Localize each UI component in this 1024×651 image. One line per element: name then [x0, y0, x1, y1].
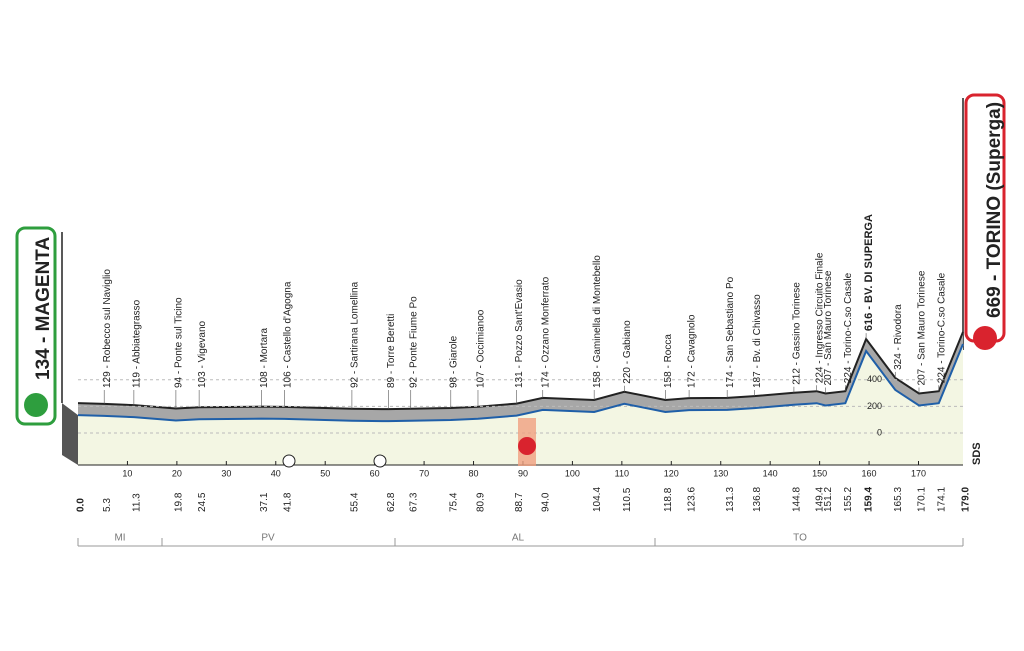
distance-label: 136.8: [752, 487, 763, 512]
level-crossing: [373, 454, 387, 468]
distance-label: 75.4: [448, 492, 459, 512]
x-tick-label: 20: [172, 468, 182, 478]
waypoint-label: 89 - Torre Beretti: [386, 314, 397, 388]
relief-side: [62, 403, 78, 465]
x-tick-label: 90: [518, 468, 528, 478]
province: AL: [512, 533, 525, 544]
finish-label: 669 - TORINO (Superga): [984, 102, 1005, 318]
distance-label: 155.2: [843, 487, 854, 512]
waypoint-label: 172 - Cavagnolo: [687, 314, 698, 388]
distance-label: 165.3: [893, 487, 904, 512]
distance-label: 118.8: [663, 487, 674, 512]
distance-label: 80.9: [476, 492, 487, 512]
waypoint-label: 158 - Gaminella di Montebello: [592, 255, 603, 388]
waypoint-label: 174 - Ozzano Monferrato: [540, 276, 551, 388]
waypoint-label: 174 - San Sebastiano Po: [725, 276, 736, 388]
distance-label: 144.8: [792, 487, 803, 512]
distance-label: 151.2: [823, 487, 834, 512]
distance-label: 170.1: [917, 487, 928, 512]
waypoint-label: 224 - Torino-C.so Casale: [936, 272, 947, 383]
x-tick-label: 40: [271, 468, 281, 478]
waypoint-label: 220 - Gabiano: [622, 320, 633, 384]
waypoint-label: 187 - Bv. di Chivasso: [752, 294, 763, 388]
distance-label: 94.0: [540, 492, 551, 512]
level-crossing: [282, 454, 296, 468]
x-tick-label: 130: [713, 468, 728, 478]
x-tick-label: 50: [320, 468, 330, 478]
ground-area: [78, 344, 963, 465]
finish-icon: [973, 326, 997, 350]
waypoint-label: 98 - Giarole: [448, 335, 459, 388]
waypoint-label: 158 - Rocca: [663, 334, 674, 388]
waypoint-label: 224 - Ingresso Circuito Finale: [814, 252, 825, 383]
x-tick-label: 10: [122, 468, 132, 478]
waypoint-label: 94 - Ponte sul Ticino: [174, 297, 185, 388]
distance-label: 24.5: [197, 492, 208, 512]
waypoint-label: 131 - Pozzo Sant'Evasio: [514, 279, 525, 388]
distance-label: 131.3: [725, 487, 736, 512]
x-tick-label: 70: [419, 468, 429, 478]
start-icon: [24, 393, 48, 417]
distance-label: 19.8: [174, 492, 185, 512]
waypoint-label: 324 - Rivodora: [893, 304, 904, 370]
y-tick-label: 200: [867, 401, 882, 411]
x-tick-label: 120: [664, 468, 679, 478]
plot: 0 200 400 10 20 30 40 50 60 70 80 90 100 110 120 130 140…: [62, 214, 972, 512]
distance-label: 110.5: [622, 487, 633, 512]
y-tick-label: 400: [867, 374, 882, 384]
x-tick-label: 100: [565, 468, 580, 478]
distance-label: 179.0: [961, 487, 972, 512]
distance-label: 62.8: [386, 492, 397, 512]
waypoint-label: 207 - San Mauro Torinese: [823, 270, 834, 385]
x-tick-label: 150: [812, 468, 827, 478]
profile-line: [77, 343, 964, 423]
x-tick-label: 80: [469, 468, 479, 478]
distance-label: 88.7: [514, 492, 525, 512]
y-tick-label: 0: [877, 427, 882, 437]
distance-label: 159.4: [864, 487, 875, 512]
logo: SDS: [971, 442, 983, 465]
waypoint-label: 92 - Sartirana Lomellina: [350, 281, 361, 388]
waypoint-label: 107 - Occimianoo: [476, 309, 487, 388]
waypoint-label: 92 - Ponte Fiume Po: [408, 296, 419, 388]
waypoint-label: 108 - Mortara: [259, 328, 270, 388]
waypoint-label: 103 - Vigevano: [197, 320, 208, 388]
waypoint-label: 106 - Castello d'Agogna: [282, 281, 293, 388]
province: MI: [114, 533, 125, 544]
distance-label: 174.1: [936, 487, 947, 512]
waypoint-label: 207 - San Mauro Torinese: [917, 270, 928, 385]
distance-label: 11.3: [132, 493, 143, 512]
distance-label: 0.0: [76, 498, 87, 512]
waypoint-label: 129 - Robecco sul Naviglio: [102, 269, 113, 388]
waypoint-label: 224 - Torino-C.so Casale: [843, 272, 854, 383]
x-tick-label: 110: [615, 468, 629, 478]
x-tick-label: 60: [370, 468, 380, 478]
waypoint-label: 212 - Gassino Torinese: [792, 282, 803, 385]
waypoint-label: 616 - BV. DI SUPERGA: [863, 214, 875, 331]
distance-label: 123.6: [687, 487, 698, 512]
start-box: [15, 226, 57, 426]
x-tick-label: 30: [221, 468, 231, 478]
start-label: 134 - MAGENTA: [33, 236, 54, 380]
relief-band: [78, 332, 963, 422]
distance-label: 55.4: [350, 492, 361, 512]
distance-label: 104.4: [592, 487, 603, 512]
x-tick-label: 160: [862, 468, 877, 478]
province: PV: [261, 533, 275, 544]
distance-label: 41.8: [282, 492, 293, 512]
x-tick-label: 140: [763, 468, 778, 478]
x-tick-label: 170: [911, 468, 926, 478]
distance-label: 37.1: [259, 492, 270, 512]
distance-label: 5.3: [102, 498, 113, 512]
feed-icon: [518, 437, 536, 455]
distance-label: 149.4: [814, 487, 825, 512]
province: TO: [793, 533, 807, 544]
waypoint-label: 119 - Abbiategrasso: [132, 299, 143, 388]
distance-label: 67.3: [408, 492, 419, 512]
